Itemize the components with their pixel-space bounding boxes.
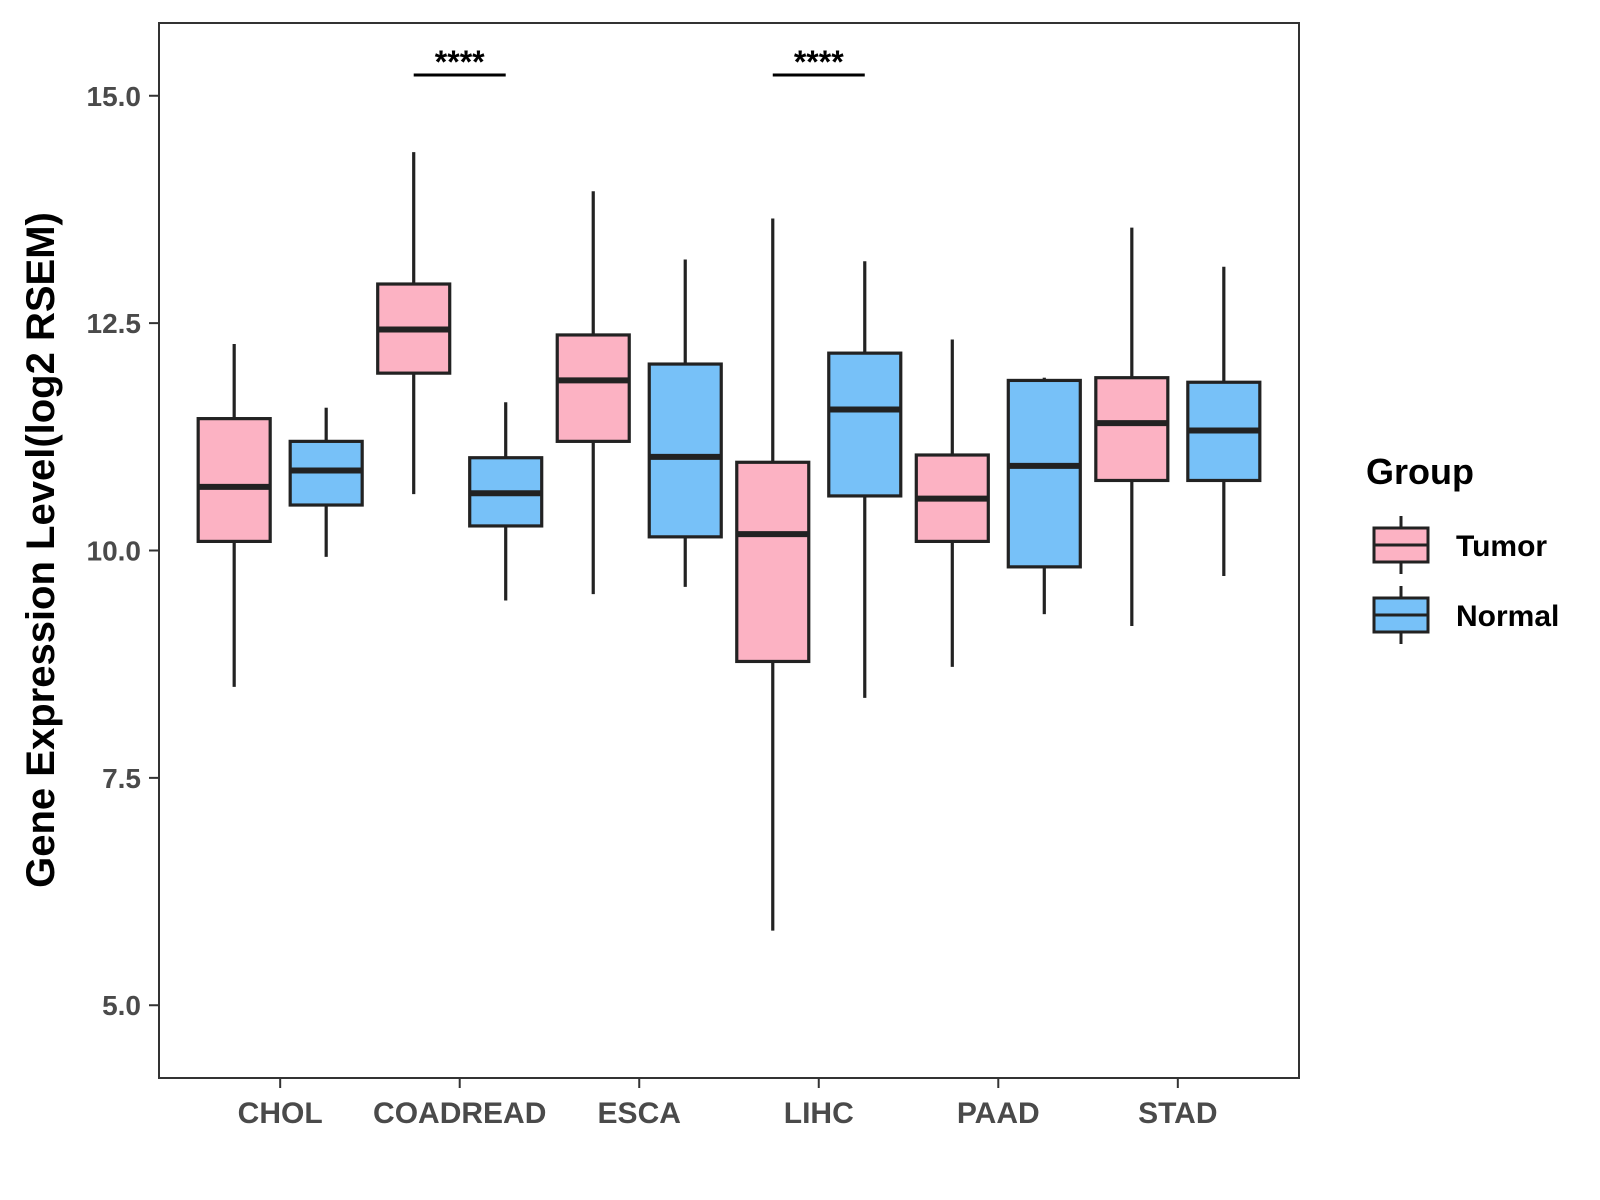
y-tick-label: 7.5: [102, 763, 141, 794]
y-axis: 5.0 7.5 10.0 12.5 15.0: [87, 81, 159, 1021]
x-tick-label: ESCA: [598, 1097, 681, 1130]
box-normal-esca: [647, 259, 723, 587]
box-normal-paad: [1006, 377, 1082, 615]
box-tumor-lihc: [735, 218, 811, 931]
x-tick-label: PAAD: [957, 1097, 1040, 1130]
legend-label-normal: Normal: [1456, 600, 1559, 633]
significance-annotations: **** ****: [413, 44, 865, 80]
y-tick-label: 10.0: [87, 536, 142, 567]
boxes-layer: [196, 152, 1262, 931]
box-tumor-coadread: [376, 152, 452, 495]
legend-title: Group: [1366, 451, 1474, 492]
box-body: [196, 417, 272, 544]
box-body: [1094, 376, 1170, 483]
box-tumor-stad: [1094, 227, 1170, 626]
x-tick-label: STAD: [1138, 1097, 1217, 1130]
box-normal-lihc: [827, 261, 903, 698]
box-normal-stad: [1186, 266, 1262, 576]
y-tick-label: 15.0: [87, 81, 142, 112]
significance-label: ****: [794, 44, 844, 80]
y-tick-label: 5.0: [102, 990, 141, 1021]
x-tick-label: COADREAD: [373, 1097, 546, 1130]
box-normal-chol: [288, 407, 364, 557]
box-tumor-paad: [914, 339, 990, 667]
x-axis: CHOL COADREAD ESCA LIHC PAAD STAD: [238, 1078, 1218, 1130]
legend-key-tumor: [1372, 516, 1430, 574]
y-tick-label: 12.5: [87, 308, 142, 339]
x-tick-label: LIHC: [784, 1097, 854, 1130]
box-body: [1006, 378, 1082, 569]
plot-panel: [158, 22, 1300, 1079]
y-axis-title: Gene Expression Level(log2 RSEM): [19, 212, 63, 888]
legend-label-tumor: Tumor: [1456, 530, 1547, 563]
legend: Group Tumor Normal: [1366, 451, 1559, 644]
box-normal-coadread: [468, 402, 544, 601]
box-body: [827, 351, 903, 498]
box-body: [647, 362, 723, 539]
box-body: [735, 460, 811, 664]
box-tumor-chol: [196, 344, 272, 687]
box-body: [555, 333, 631, 443]
x-tick-label: CHOL: [238, 1097, 323, 1130]
box-tumor-esca: [555, 191, 631, 595]
legend-key-normal: [1372, 586, 1430, 644]
significance-label: ****: [435, 44, 485, 80]
